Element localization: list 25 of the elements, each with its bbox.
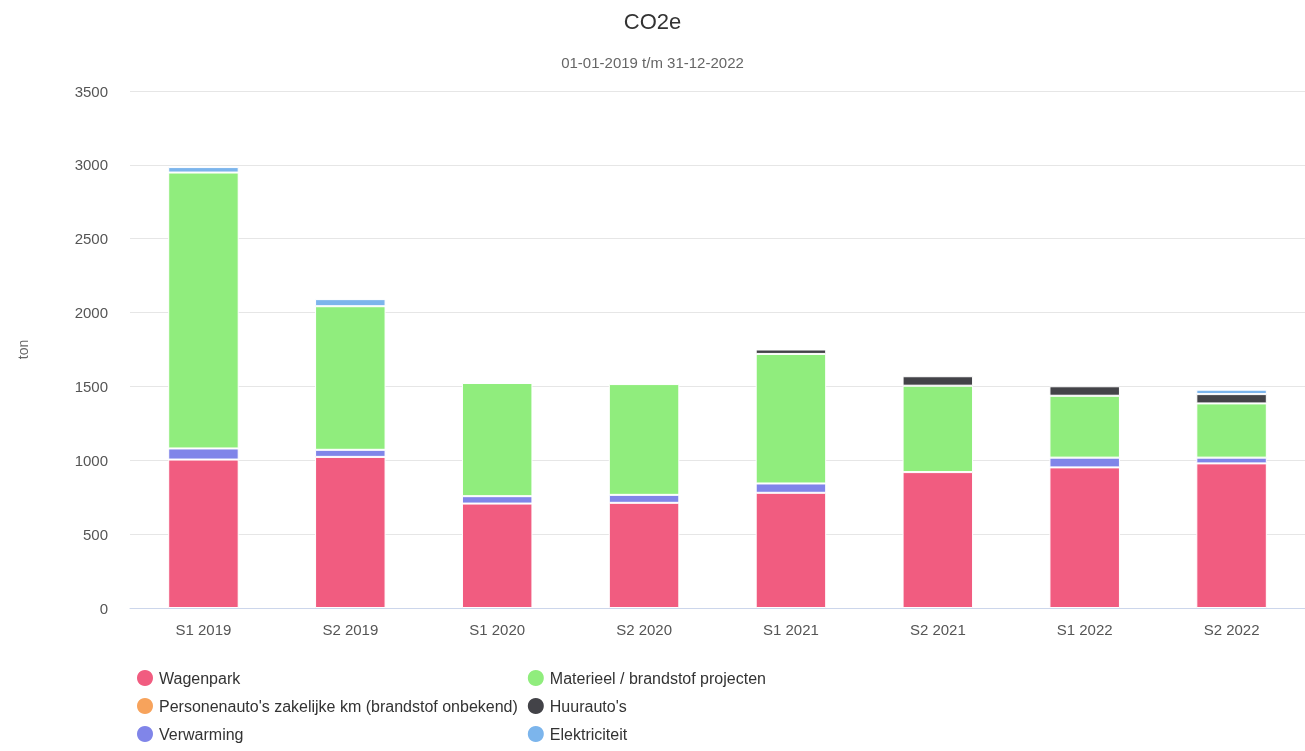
x-tick-label: S2 2019 <box>322 621 379 638</box>
y-tick-label: 1500 <box>74 377 108 395</box>
y-tick-label: 2500 <box>74 230 108 248</box>
x-tick-label: S2 2022 <box>1203 621 1260 638</box>
x-tick-label: S1 2020 <box>469 621 526 638</box>
legend-label: Huurauto's <box>549 697 627 715</box>
chart-subtitle: 01-01-2019 t/m 31-12-2022 <box>561 54 744 71</box>
y-tick-label: 1000 <box>74 451 108 469</box>
y-tick-label: 500 <box>82 525 108 543</box>
legend-label: Wagenpark <box>159 669 242 687</box>
x-tick-label: S2 2020 <box>616 621 673 638</box>
x-tick-label: S1 2021 <box>762 621 819 638</box>
y-tick-label: 0 <box>99 599 108 617</box>
chart-title: CO2e <box>623 8 682 34</box>
x-tick-label: S1 2022 <box>1056 621 1113 638</box>
y-tick-label: 3000 <box>74 156 108 174</box>
legend-label: Personenauto's zakelijke km (brandstof onbekend) <box>159 697 518 715</box>
y-tick-label: 3500 <box>74 82 108 100</box>
legend-label: Elektriciteit <box>549 725 628 743</box>
y-axis-title: ton <box>15 339 31 360</box>
legend-label: Materieel / brandstof projecten <box>549 669 766 687</box>
x-tick-label: S1 2019 <box>175 621 232 638</box>
legend-label: Verwarming <box>159 725 244 743</box>
y-tick-label: 2000 <box>74 304 108 322</box>
x-tick-label: S2 2021 <box>909 621 966 638</box>
